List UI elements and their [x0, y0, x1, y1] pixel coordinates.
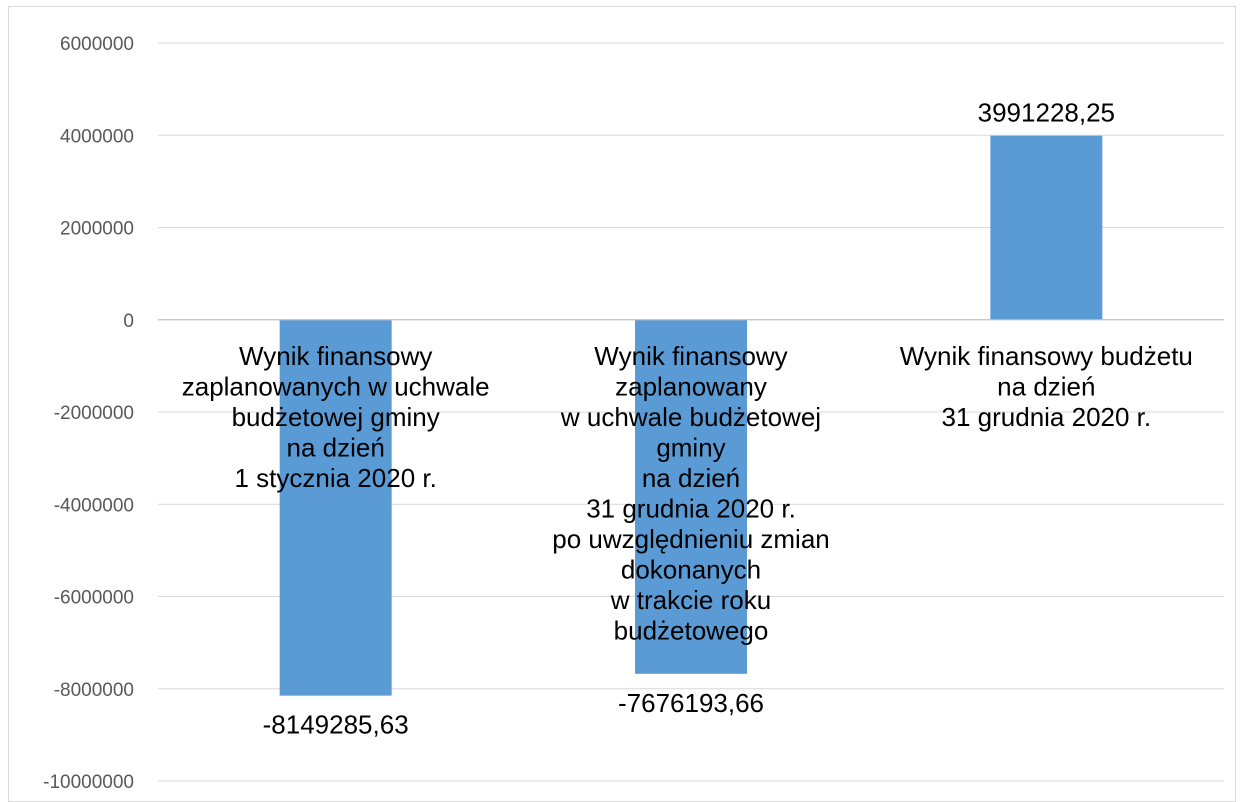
- y-tick-label: 0: [123, 311, 134, 332]
- category-label: Wynik finansowy zaplanowany w uchwale budż…: [552, 341, 830, 646]
- bar: [990, 135, 1103, 320]
- category-label: Wynik finansowy zaplanowanych w uchwale bu…: [182, 341, 490, 493]
- data-label: 3991228,25: [978, 98, 1115, 128]
- y-tick-label: 2000000: [60, 219, 134, 240]
- y-tick-label: -10000000: [43, 772, 134, 793]
- category-label: Wynik finansowy budżetu na dzień 31 grudni…: [900, 341, 1193, 432]
- y-tick-label: 6000000: [60, 34, 134, 55]
- data-label: -8149285,63: [263, 710, 409, 740]
- y-tick-label: -2000000: [54, 403, 134, 424]
- bar: [279, 319, 392, 696]
- y-tick-label: -8000000: [54, 680, 134, 701]
- y-tick-label: -4000000: [54, 495, 134, 516]
- data-label: -7676193,66: [618, 688, 764, 718]
- bar: [635, 319, 747, 674]
- y-tick-label: -6000000: [54, 588, 134, 609]
- y-tick-label: 4000000: [60, 126, 134, 147]
